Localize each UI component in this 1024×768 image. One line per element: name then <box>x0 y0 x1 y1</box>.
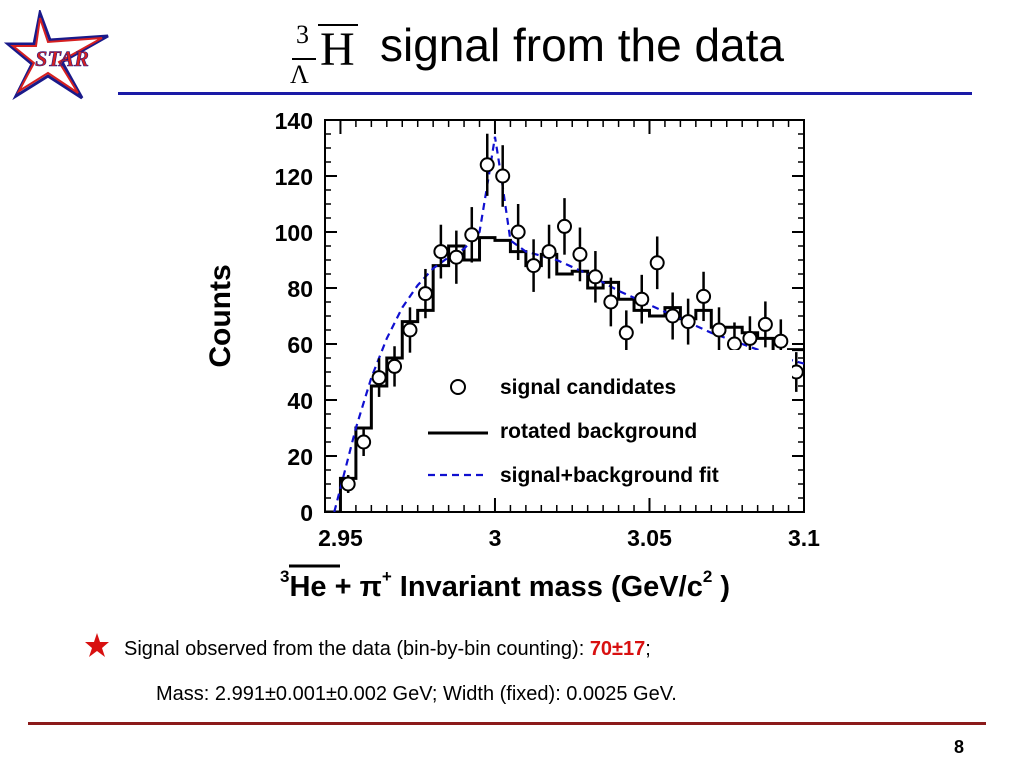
x-tick-label: 3.05 <box>627 525 672 551</box>
signal-point <box>618 325 634 341</box>
x-axis-label-text: Invariant mass (GeV/c <box>392 571 703 603</box>
title-math: 3 Λ H <box>284 14 374 94</box>
x-tick-label: 3.1 <box>788 525 820 551</box>
title-text: signal from the data <box>380 19 785 71</box>
y-tick-label: 100 <box>275 220 313 246</box>
signal-summary-text: Signal observed from the data (bin-by-bi… <box>124 638 590 660</box>
signal-point <box>402 322 418 338</box>
signal-point <box>649 255 665 271</box>
star-logo-shape-inner <box>10 17 103 94</box>
signal-point <box>464 227 480 243</box>
signal-point <box>634 291 650 307</box>
bullet-star-icon <box>85 633 109 657</box>
signal-point <box>557 218 572 234</box>
y-tick-label: 120 <box>275 164 313 190</box>
y-tick-label: 140 <box>275 108 313 134</box>
signal-count-value: 70±17 <box>589 638 646 660</box>
signal-point <box>448 249 464 265</box>
signal-summary: Signal observed from the data (bin-by-bi… <box>124 638 651 661</box>
x-axis-label-pion: + π <box>327 571 382 603</box>
signal-point <box>387 358 403 374</box>
signal-point <box>711 322 727 338</box>
legend-point-marker <box>450 379 466 395</box>
y-tick-label: 40 <box>287 388 313 414</box>
x-tick-label: 3 <box>489 525 502 551</box>
signal-point <box>479 157 495 173</box>
background-histogram <box>325 236 804 512</box>
legend-label: signal+background fit <box>500 464 719 487</box>
star-logo-shape <box>4 10 109 100</box>
star-logo: STAR <box>4 10 109 100</box>
x-axis-label-mass-number: 3 <box>280 567 289 586</box>
signal-point <box>696 288 712 304</box>
x-axis-label-close: ) <box>712 571 730 603</box>
signal-point <box>726 336 742 352</box>
y-tick-label: 80 <box>287 276 313 302</box>
y-axis-label: Counts <box>204 264 237 367</box>
signal-point <box>356 434 372 450</box>
invariant-mass-chart: signal candidates rotated background signa… <box>204 108 820 603</box>
signal-point <box>510 224 526 240</box>
signal-point <box>757 316 773 332</box>
signal-point <box>495 168 511 184</box>
signal-point <box>665 308 681 324</box>
title-math-subscript: Λ <box>290 60 309 89</box>
legend-label: rotated background <box>500 420 697 443</box>
footer-divider <box>28 722 986 725</box>
signal-point <box>433 244 449 260</box>
signal-point <box>773 333 789 349</box>
x-tick-label: 2.95 <box>318 525 363 551</box>
star-logo-text: STAR <box>35 46 89 71</box>
title-divider <box>118 92 972 95</box>
title-math-symbol: H <box>320 23 355 76</box>
signal-point <box>572 246 588 262</box>
signal-summary-suffix: ; <box>645 638 651 660</box>
y-tick-label: 60 <box>287 332 313 358</box>
signal-point <box>541 244 557 260</box>
y-tick-label: 0 <box>300 500 313 526</box>
legend-label: signal candidates <box>500 376 676 399</box>
title-math-fraction-bar <box>292 58 316 60</box>
signal-point <box>417 286 433 302</box>
signal-point <box>603 294 619 310</box>
x-axis-label-nucleus: He <box>289 571 326 603</box>
title-math-overline <box>318 24 358 26</box>
chart-frame-group <box>324 119 805 513</box>
mass-width-summary: Mass: 2.991±0.001±0.002 GeV; Width (fixe… <box>156 683 677 705</box>
title-math-superscript: 3 <box>296 20 309 49</box>
x-axis-label: 3He + π+ Invariant mass (GeV/c2 ) <box>280 567 730 603</box>
signal-point <box>587 269 603 285</box>
x-axis-label-charge: + <box>382 567 392 586</box>
chart-labels-group: 0 20 40 60 80 100 120 140 2.95 3 3.05 3.1 Counts 3He … <box>204 108 820 603</box>
x-axis-label-power: 2 <box>703 567 712 586</box>
legend-background <box>422 350 792 488</box>
signal-point <box>340 476 356 492</box>
signal-point <box>742 330 758 346</box>
signal-point <box>680 314 696 330</box>
signal-point <box>371 370 387 386</box>
background-histogram-group <box>325 236 804 512</box>
chart-legend: signal candidates rotated background signa… <box>422 350 792 488</box>
y-tick-label: 20 <box>287 444 313 470</box>
signal-point <box>526 258 542 274</box>
page-number: 8 <box>954 737 965 757</box>
